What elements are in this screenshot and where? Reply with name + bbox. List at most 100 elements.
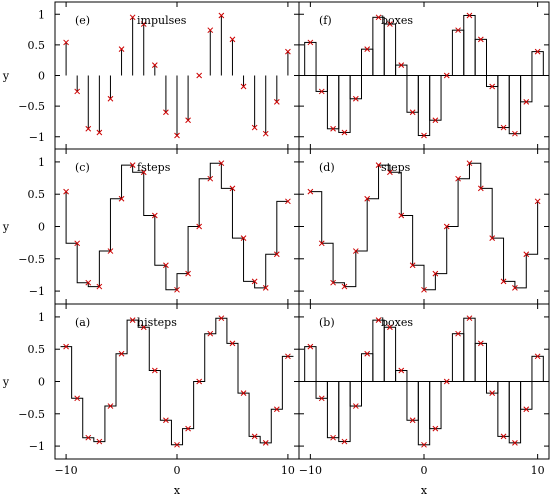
- x-tick-label: −10: [299, 464, 322, 477]
- x-axis-label: x: [421, 484, 428, 497]
- box-bar: [304, 346, 317, 382]
- data-point: [74, 88, 81, 95]
- panel-label: (e): [75, 14, 90, 27]
- data-point: [387, 169, 393, 176]
- plot-style-label: boxes: [381, 14, 413, 27]
- data-point: [489, 83, 496, 90]
- panel-c: 1 0.5 0 −0.5 −1 y (c) fsteps: [2, 148, 300, 305]
- data-point: [63, 188, 69, 195]
- data-point: [151, 62, 158, 68]
- box-bar: [520, 381, 533, 410]
- data-point: [330, 434, 336, 441]
- data-point: [85, 125, 92, 132]
- data-point: [409, 262, 416, 269]
- box-bar: [326, 75, 340, 130]
- fsteps-line: [65, 162, 288, 291]
- data-point: [107, 248, 114, 254]
- x-tick-label: 0: [421, 464, 428, 477]
- data-point: [218, 160, 225, 167]
- data-point: [466, 315, 473, 322]
- data-point: [229, 340, 236, 347]
- data-point: [489, 390, 496, 396]
- plot-style-label: histeps: [137, 316, 177, 329]
- x-tick-label: −10: [54, 464, 77, 477]
- box-bar: [395, 64, 408, 77]
- data-point: [285, 48, 291, 55]
- data-point: [129, 317, 136, 323]
- y-tick-label: 1: [38, 311, 45, 324]
- data-point: [240, 390, 247, 396]
- data-point: [500, 278, 507, 285]
- data-point: [207, 175, 214, 182]
- y-tick-label: −0.5: [18, 408, 45, 421]
- data-point: [443, 72, 450, 79]
- data-point: [466, 12, 473, 19]
- y-tick-label: 0.5: [28, 343, 46, 356]
- data-point: [534, 48, 541, 55]
- data-point: [185, 425, 191, 432]
- data-point: [285, 198, 291, 205]
- data-point: [129, 14, 136, 21]
- data-point: [251, 124, 258, 131]
- box-bar: [372, 319, 385, 383]
- data-point: [477, 185, 484, 192]
- data-point: [455, 27, 461, 34]
- box-bar: [463, 14, 476, 77]
- plot-area: [299, 315, 549, 448]
- data-point: [185, 270, 191, 277]
- panel-label: (b): [319, 316, 335, 329]
- box-bar: [508, 75, 522, 135]
- data-point: [318, 395, 325, 402]
- data-point: [262, 440, 269, 446]
- panel-a: 1 0.5 0 −0.5 −1 −10 0 10 y x (a) histeps: [2, 303, 300, 497]
- data-point: [207, 330, 214, 337]
- data-point: [307, 343, 314, 350]
- y-tick-label: 0: [38, 70, 45, 83]
- box-bar: [406, 75, 419, 113]
- data-point: [107, 95, 114, 102]
- box-bar: [383, 326, 397, 382]
- x-tick-label: 10: [531, 464, 545, 477]
- data-point: [375, 317, 382, 323]
- data-point: [421, 132, 427, 139]
- data-point: [523, 251, 530, 258]
- data-point: [151, 212, 158, 219]
- data-point: [364, 350, 371, 357]
- data-point: [174, 286, 180, 293]
- x-tick-label: 0: [174, 464, 181, 477]
- plot-area: [63, 12, 291, 139]
- data-point: [262, 285, 269, 291]
- plot-style-label: boxes: [381, 316, 413, 329]
- box-bar: [474, 342, 487, 383]
- box-bar: [429, 75, 442, 121]
- data-point: [240, 235, 247, 241]
- data-point: [207, 27, 214, 34]
- box-bar: [486, 381, 499, 394]
- data-point: [85, 434, 92, 441]
- y-axis-label: y: [2, 70, 10, 83]
- data-point: [174, 132, 180, 139]
- data-point: [500, 433, 507, 440]
- y-tick-label: −1: [29, 440, 45, 453]
- box-bar: [451, 333, 465, 383]
- data-point: [330, 279, 336, 286]
- data-point: [196, 378, 203, 385]
- box-bar: [486, 75, 499, 88]
- data-point: [318, 88, 325, 95]
- data-point: [330, 125, 336, 132]
- data-point: [196, 223, 203, 230]
- y-tick-label: 1: [38, 8, 45, 21]
- data-point: [140, 324, 147, 331]
- data-point: [285, 353, 291, 360]
- plot-area: [60, 315, 294, 448]
- data-point: [341, 129, 348, 136]
- plot-area: [63, 160, 291, 293]
- box-bar: [531, 51, 544, 76]
- data-point: [229, 36, 236, 43]
- box-bar: [315, 75, 328, 92]
- data-point: [455, 330, 461, 337]
- data-point: [466, 160, 473, 167]
- data-point: [398, 212, 405, 219]
- plot-style-label: fsteps: [137, 161, 171, 174]
- data-point: [432, 425, 439, 432]
